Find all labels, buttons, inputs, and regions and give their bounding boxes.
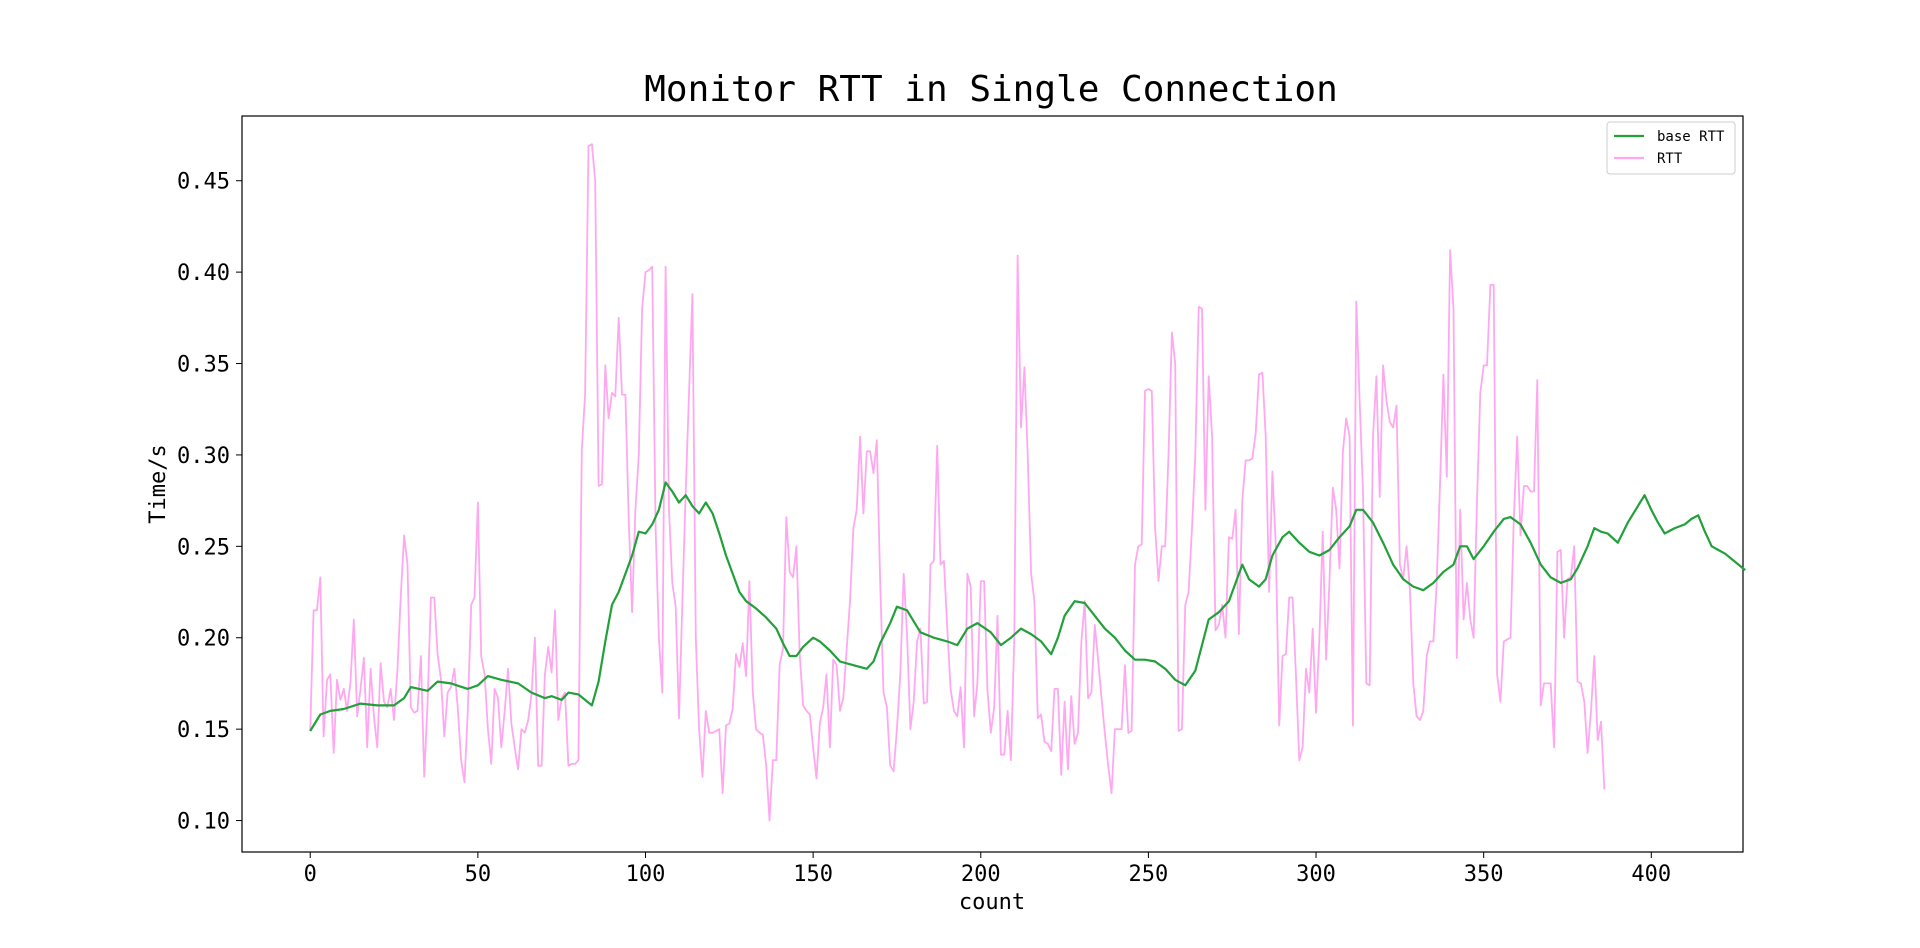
y-tick-label: 0.15	[177, 718, 230, 743]
legend-label-base-rtt: base RTT	[1657, 129, 1725, 145]
series-line-rtt	[309, 143, 1606, 822]
x-axis-ticks: 0 50 100 150 200 250 300 350 400	[304, 852, 1671, 887]
y-tick-label: 0.10	[177, 810, 230, 835]
y-tick-label: 0.45	[177, 170, 230, 195]
y-axis-ticks: 0.10 0.15 0.20 0.25 0.30 0.35 0.40 0.45	[177, 170, 242, 835]
x-tick-label: 50	[465, 862, 492, 887]
y-tick-label: 0.40	[177, 261, 230, 286]
x-axis-label: count	[959, 890, 1025, 915]
y-tick-label: 0.35	[177, 353, 230, 378]
chart-title: Monitor RTT in Single Connection	[644, 69, 1338, 110]
y-axis-label: Time/s	[146, 444, 171, 523]
x-tick-label: 250	[1129, 862, 1169, 887]
x-tick-label: 300	[1296, 862, 1336, 887]
x-tick-label: 200	[961, 862, 1001, 887]
series-line-base-rtt	[309, 481, 1746, 732]
legend-label-rtt: RTT	[1657, 151, 1683, 167]
x-tick-label: 0	[304, 862, 317, 887]
y-tick-label: 0.25	[177, 535, 230, 560]
x-tick-label: 100	[626, 862, 666, 887]
legend: base RTT RTT	[1606, 121, 1736, 175]
x-tick-label: 150	[793, 862, 833, 887]
y-tick-label: 0.20	[177, 627, 230, 652]
x-tick-label: 400	[1631, 862, 1671, 887]
y-tick-label: 0.30	[177, 444, 230, 469]
x-tick-label: 350	[1464, 862, 1504, 887]
series-lines	[309, 143, 1746, 822]
